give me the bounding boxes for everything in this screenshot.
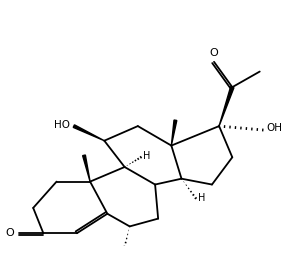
Polygon shape	[83, 155, 90, 182]
Polygon shape	[73, 125, 104, 141]
Polygon shape	[171, 120, 177, 145]
Polygon shape	[219, 87, 234, 126]
Text: H: H	[198, 193, 205, 203]
Text: O: O	[6, 228, 14, 238]
Text: OH: OH	[266, 123, 282, 133]
Text: HO: HO	[54, 121, 70, 131]
Text: O: O	[210, 48, 218, 58]
Text: H: H	[143, 151, 150, 161]
